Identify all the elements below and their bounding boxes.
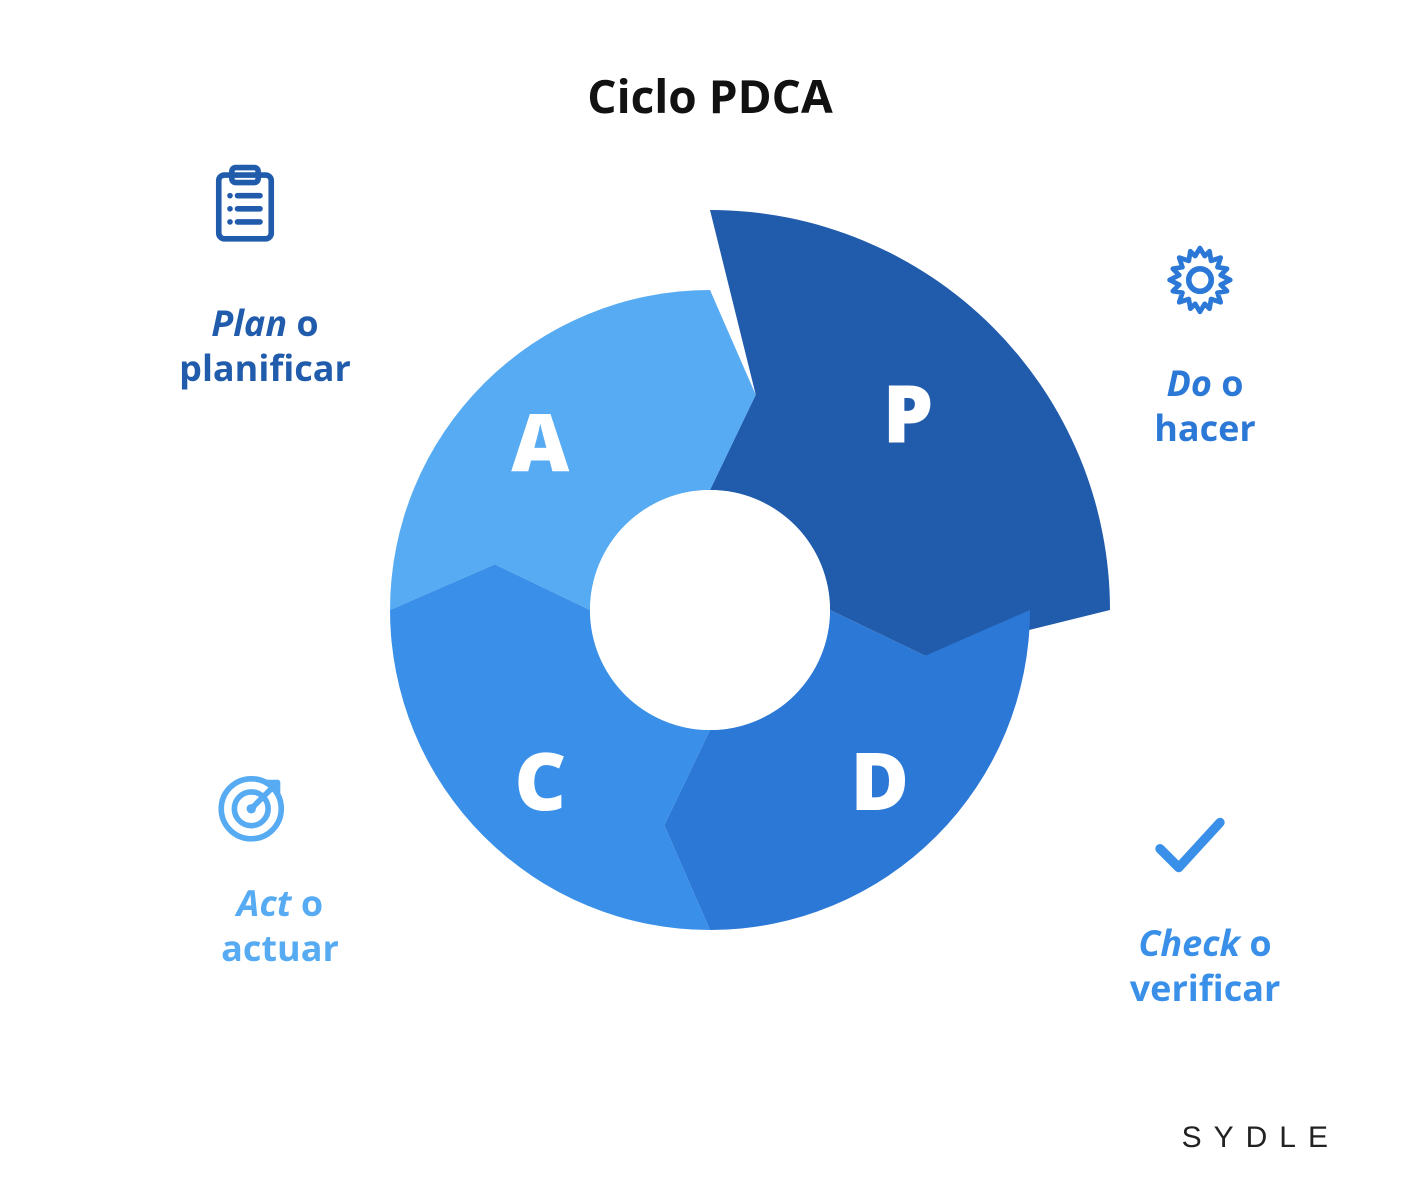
target-icon [210, 760, 300, 855]
brand-logo: SYDLE [1182, 1121, 1340, 1155]
quadrant-letter-d: D [850, 725, 909, 834]
label-check: Check o verificar [1075, 920, 1335, 1010]
quadrant-letter-a: A [511, 386, 570, 495]
pdca-cycle-diagram: P D C A [260, 160, 1160, 1060]
page-title: Ciclo PDCA [0, 65, 1420, 127]
quadrant-letter-c: C [514, 725, 566, 834]
quadrant-letter-p: P [883, 358, 934, 467]
label-do: Do o hacer [1095, 360, 1315, 450]
checkmark-icon [1145, 800, 1235, 895]
label-plan: Plan o planificar [135, 300, 395, 390]
clipboard-icon [200, 160, 290, 255]
center-hole [590, 490, 830, 730]
label-act: Act o actuar [170, 880, 390, 970]
gear-icon [1155, 235, 1245, 330]
